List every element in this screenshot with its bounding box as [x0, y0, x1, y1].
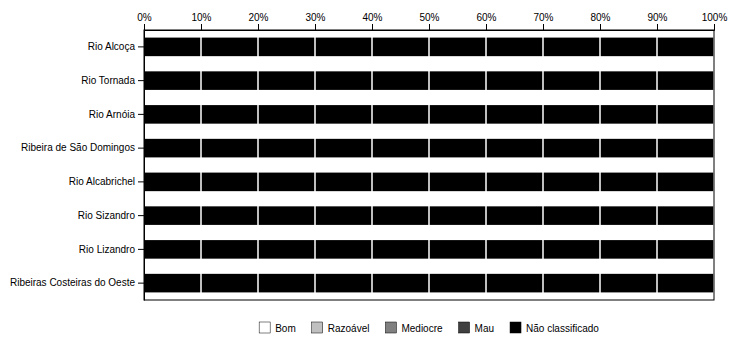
y-tick: Rio Alcoça: [88, 41, 144, 52]
legend-label: Bom: [275, 323, 296, 334]
x-tick: 20%: [248, 12, 268, 30]
y-tick-mark: [138, 148, 144, 149]
legend-item: Não classificado: [510, 322, 599, 334]
legend-label: Razoável: [328, 323, 370, 334]
legend-item: Mau: [459, 322, 494, 334]
grid-line: [485, 30, 487, 300]
y-tick-label: Ribeira de São Domingos: [21, 142, 135, 153]
x-tick-mark: [315, 24, 316, 30]
y-tick-mark: [138, 46, 144, 47]
x-tick-mark: [543, 24, 544, 30]
plot: 0% 10% 20% 30% 40% 50% 60% 70% 80% 90% 100% Rio Alc…: [10, 12, 727, 301]
x-tick: 40%: [362, 12, 382, 30]
x-tick-label: 50%: [419, 12, 439, 23]
x-tick-mark: [258, 24, 259, 30]
legend-swatch: [510, 322, 521, 333]
x-tick: 70%: [533, 12, 553, 30]
x-tick-mark: [201, 24, 202, 30]
y-tick-mark: [138, 215, 144, 216]
chart-container: 0% 10% 20% 30% 40% 50% 60% 70% 80% 90% 100% Rio Alc…: [0, 0, 738, 348]
y-tick: Rio Arnóia: [89, 109, 144, 120]
y-tick-label: Rio Arnóia: [89, 109, 136, 120]
x-tick-label: 80%: [590, 12, 610, 23]
x-tick-label: 70%: [533, 12, 553, 23]
grid-line: [257, 30, 259, 300]
x-tick-label: 40%: [362, 12, 382, 23]
x-tick: 0%: [137, 12, 152, 30]
y-tick-label: Rio Sizandro: [78, 210, 136, 221]
plot-frame: [144, 30, 714, 300]
grid: [144, 30, 714, 300]
x-tick-label: 60%: [476, 12, 496, 23]
grid-line: [599, 30, 601, 300]
legend-swatch: [312, 322, 323, 333]
x-tick-label: 20%: [248, 12, 268, 23]
x-axis: 0% 10% 20% 30% 40% 50% 60% 70% 80% 90% 100%: [137, 12, 727, 31]
grid-line: [656, 30, 658, 300]
y-tick: Ribeira de São Domingos: [21, 142, 144, 153]
x-tick-mark: [144, 24, 145, 30]
x-tick: 100%: [702, 12, 728, 30]
x-tick-mark: [429, 24, 430, 30]
legend-label: Mediocre: [401, 323, 443, 334]
x-tick-mark: [657, 24, 658, 30]
grid-line: [314, 30, 316, 300]
y-tick-mark: [138, 283, 144, 284]
x-tick-mark: [600, 24, 601, 30]
grid-line: [542, 30, 544, 300]
y-tick-mark: [138, 80, 144, 81]
x-tick: 50%: [419, 12, 439, 30]
x-axis-line: [145, 24, 715, 31]
y-tick-label: Rio Alcabrichel: [69, 176, 135, 187]
x-tick-mark: [486, 24, 487, 30]
grid-line: [428, 30, 430, 300]
y-tick: Ribeiras Costeiras do Oeste: [10, 277, 144, 288]
chart-svg: 0% 10% 20% 30% 40% 50% 60% 70% 80% 90% 100% Rio Alc…: [0, 0, 738, 348]
legend-swatch: [459, 322, 470, 333]
legend-item: Mediocre: [385, 322, 443, 334]
y-tick-label: Rio Alcoça: [88, 41, 136, 52]
x-tick-label: 0%: [137, 12, 152, 23]
x-tick-label: 90%: [647, 12, 667, 23]
legend-swatch: [259, 322, 270, 333]
grid-line: [200, 30, 202, 300]
y-tick-mark: [138, 249, 144, 250]
grid-line: [144, 30, 145, 300]
y-tick: Rio Lizandro: [79, 244, 144, 255]
x-tick-mark: [714, 24, 715, 30]
y-tick-mark: [138, 181, 144, 182]
y-tick-mark: [138, 114, 144, 115]
x-tick: 80%: [590, 12, 610, 30]
legend: Bom Razoável Mediocre Mau Não classificado: [259, 322, 599, 334]
y-tick-label: Rio Tornada: [81, 75, 135, 86]
y-tick: Rio Sizandro: [78, 210, 144, 221]
y-axis-line: [144, 31, 145, 301]
x-tick-label: 30%: [305, 12, 325, 23]
y-tick-label: Rio Lizandro: [79, 244, 136, 255]
grid-line: [371, 30, 373, 300]
x-tick: 90%: [647, 12, 667, 30]
x-tick-mark: [372, 24, 373, 30]
legend-label: Não classificado: [526, 323, 599, 334]
legend-item: Razoável: [312, 322, 370, 334]
x-tick-label: 10%: [191, 12, 211, 23]
legend-item: Bom: [259, 322, 296, 334]
y-axis: Rio Alcoça Rio Tornada Rio Arnóia Ribeira d…: [10, 31, 145, 301]
x-tick-label: 100%: [702, 12, 728, 23]
y-tick: Rio Alcabrichel: [69, 176, 144, 187]
y-tick: Rio Tornada: [81, 75, 144, 86]
legend-label: Mau: [475, 323, 494, 334]
x-tick: 30%: [305, 12, 325, 30]
x-tick: 60%: [476, 12, 496, 30]
y-tick-label: Ribeiras Costeiras do Oeste: [10, 277, 135, 288]
legend-swatch: [385, 322, 396, 333]
x-tick: 10%: [191, 12, 211, 30]
